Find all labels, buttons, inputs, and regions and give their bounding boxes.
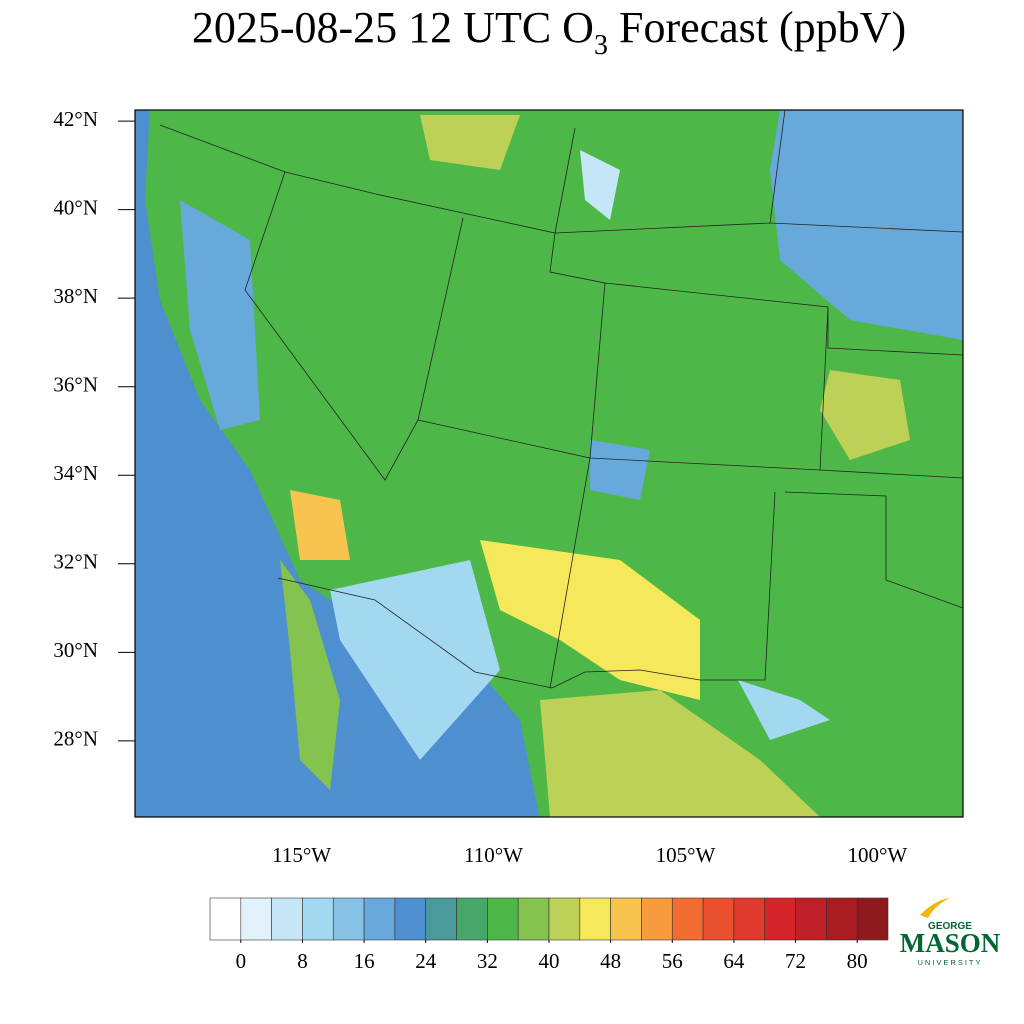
colorbar-swatch	[456, 897, 488, 941]
colorbar-swatch	[302, 897, 334, 941]
map-frame	[134, 109, 964, 818]
colorbar-label: 16	[354, 949, 375, 973]
title-text: Forecast (ppbV)	[608, 3, 906, 52]
logo-main: MASON	[900, 928, 1001, 958]
colorbar-label: 24	[415, 949, 437, 973]
colorbar-swatch	[826, 897, 858, 941]
colorbar-label: 64	[723, 949, 745, 973]
logo: GEORGE MASON UNIVERSITY	[900, 898, 1001, 967]
lat-label: 42°N	[53, 107, 98, 131]
lon-label: 100°W	[848, 843, 908, 867]
colorbar-label: 8	[297, 949, 308, 973]
colorbar-label: 48	[600, 949, 621, 973]
lat-label: 30°N	[53, 638, 98, 662]
colorbar-swatch	[641, 897, 673, 941]
colorbar-swatch	[795, 897, 827, 941]
colorbar-label: 40	[539, 949, 560, 973]
logo-top: GEORGE	[928, 921, 972, 932]
colorbar-swatch	[610, 897, 642, 941]
logo-bottom: UNIVERSITY	[917, 958, 982, 967]
map-field	[135, 110, 963, 817]
lat-label: 32°N	[53, 550, 98, 574]
colorbar-swatch	[702, 897, 735, 941]
colorbar-swatch	[425, 897, 457, 941]
colorbar-label: 80	[847, 949, 868, 973]
title-subscript: 3	[594, 30, 608, 61]
colorbar-label: 0	[236, 949, 247, 973]
lon-label: 110°W	[464, 843, 523, 867]
colorbar-swatch	[394, 897, 427, 941]
colorbar-label: 56	[662, 949, 683, 973]
colorbar-swatch	[271, 897, 303, 941]
colorbar-swatch	[363, 897, 396, 941]
lon-label: 105°W	[656, 843, 716, 867]
colorbar-swatch	[209, 897, 242, 941]
lat-label: 38°N	[53, 284, 98, 308]
colorbar-label: 32	[477, 949, 498, 973]
colorbar-label: 72	[785, 949, 806, 973]
colorbar-swatch	[548, 897, 581, 941]
lat-label: 36°N	[53, 373, 98, 397]
lat-label: 28°N	[53, 727, 98, 751]
colorbar-swatch	[579, 897, 611, 941]
colorbar-swatch	[332, 897, 365, 941]
colorbar-swatch	[856, 897, 889, 941]
title: 2025-08-25 12 UTC O3 Forecast (ppbV)	[192, 3, 906, 61]
colorbar-swatch	[764, 897, 796, 941]
lat-label: 34°N	[53, 461, 98, 485]
colorbar-swatch	[733, 897, 766, 941]
lon-label: 115°W	[272, 843, 331, 867]
colorbar-swatch	[671, 897, 704, 941]
lat-label: 40°N	[53, 195, 98, 219]
colorbar-swatch	[517, 897, 550, 941]
title-text: 2025-08-25 12 UTC O	[192, 3, 594, 52]
colorbar-swatch	[240, 897, 272, 941]
colorbar-swatch	[487, 897, 519, 941]
